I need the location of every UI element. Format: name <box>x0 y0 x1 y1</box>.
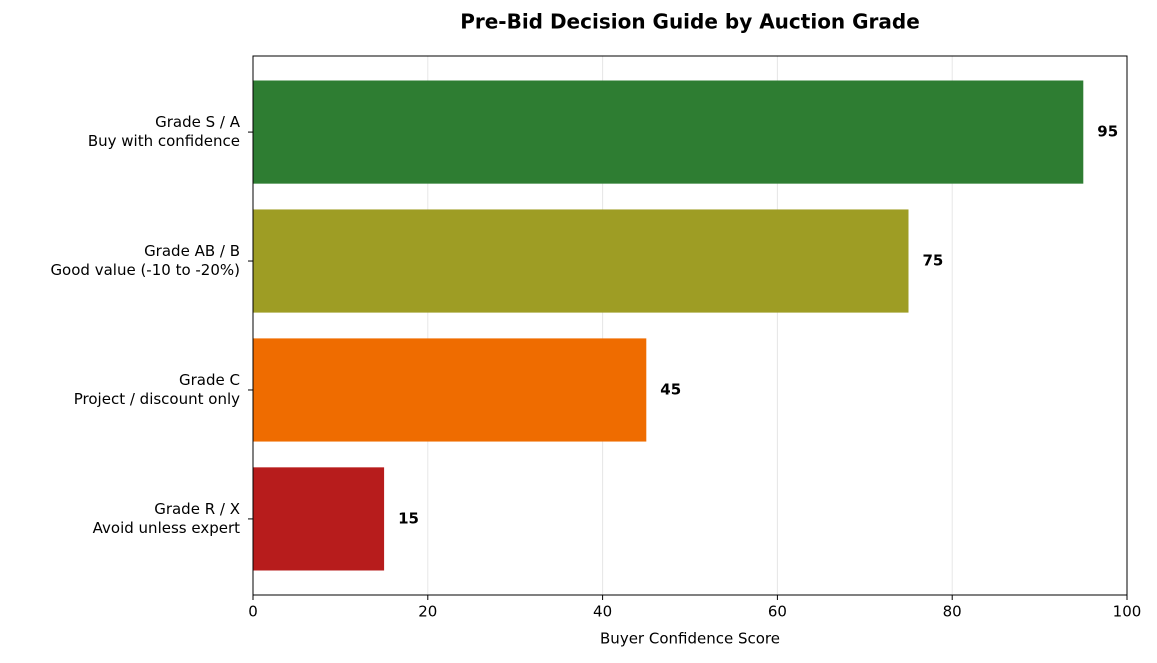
y-tick-label: Good value (-10 to -20%) <box>50 261 240 279</box>
bar <box>253 467 385 571</box>
x-tick-label: 20 <box>418 603 437 621</box>
x-tick-label: 80 <box>943 603 962 621</box>
y-tick-label: Buy with confidence <box>88 132 240 150</box>
y-tick-label: Project / discount only <box>74 390 240 408</box>
x-tick-label: 0 <box>248 603 258 621</box>
value-label: 45 <box>660 380 681 398</box>
bar <box>253 80 1084 184</box>
chart-title: Pre-Bid Decision Guide by Auction Grade <box>460 10 920 34</box>
value-label: 75 <box>923 252 944 270</box>
y-tick-label: Grade S / A <box>155 113 241 131</box>
x-tick-label: 60 <box>768 603 787 621</box>
x-axis-label: Buyer Confidence Score <box>600 630 780 648</box>
y-tick-label: Grade C <box>179 371 240 389</box>
x-tick-label: 40 <box>593 603 612 621</box>
bar <box>253 209 909 313</box>
y-tick-label: Grade R / X <box>154 500 240 518</box>
plot-frame <box>252 55 1128 596</box>
y-tick-label: Avoid unless expert <box>93 519 240 537</box>
value-label: 15 <box>398 509 419 527</box>
y-tick-label: Grade AB / B <box>144 242 240 260</box>
value-label: 95 <box>1097 123 1118 141</box>
x-tick-label: 100 <box>1113 603 1142 621</box>
bar <box>253 338 647 442</box>
